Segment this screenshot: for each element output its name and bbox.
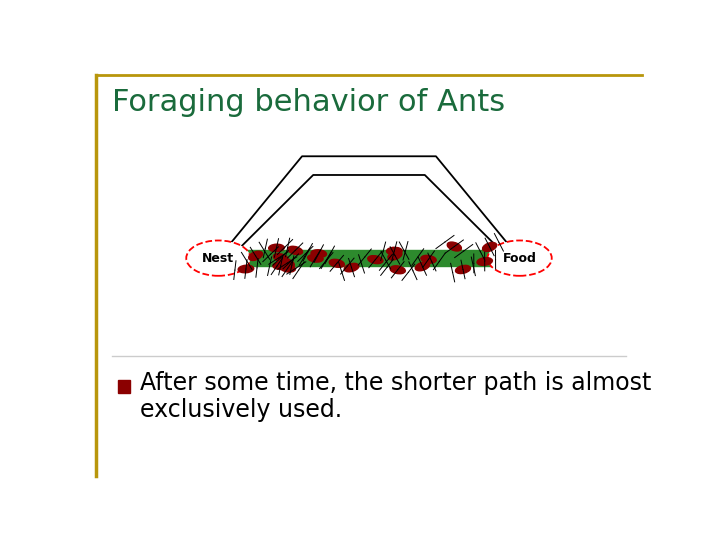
- Text: exclusively used.: exclusively used.: [140, 398, 342, 422]
- Text: Foraging behavior of Ants: Foraging behavior of Ants: [112, 87, 505, 117]
- Ellipse shape: [447, 242, 462, 251]
- Ellipse shape: [388, 251, 402, 260]
- Ellipse shape: [311, 249, 326, 258]
- Ellipse shape: [248, 251, 263, 260]
- Ellipse shape: [269, 244, 284, 252]
- Ellipse shape: [186, 240, 251, 276]
- Ellipse shape: [477, 258, 492, 265]
- Ellipse shape: [487, 240, 552, 276]
- Ellipse shape: [456, 265, 470, 274]
- Ellipse shape: [421, 255, 436, 263]
- Ellipse shape: [344, 264, 359, 272]
- Ellipse shape: [274, 254, 288, 262]
- Ellipse shape: [280, 264, 295, 272]
- Ellipse shape: [288, 246, 302, 255]
- Ellipse shape: [307, 254, 323, 262]
- Text: Nest: Nest: [202, 252, 235, 265]
- Text: Food: Food: [503, 252, 536, 265]
- Ellipse shape: [387, 247, 402, 255]
- Ellipse shape: [238, 265, 253, 273]
- FancyArrow shape: [240, 250, 498, 266]
- Ellipse shape: [329, 259, 344, 267]
- Ellipse shape: [273, 262, 289, 269]
- Ellipse shape: [368, 255, 383, 264]
- Ellipse shape: [415, 262, 430, 271]
- Ellipse shape: [390, 266, 405, 274]
- Ellipse shape: [280, 259, 294, 268]
- Ellipse shape: [482, 242, 497, 252]
- Bar: [118, 380, 130, 393]
- Text: After some time, the shorter path is almost: After some time, the shorter path is alm…: [140, 371, 652, 395]
